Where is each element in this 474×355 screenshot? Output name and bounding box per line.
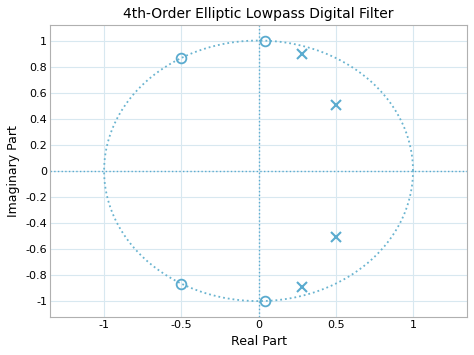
Y-axis label: Imaginary Part: Imaginary Part [7,125,20,217]
X-axis label: Real Part: Real Part [230,335,287,348]
Title: 4th-Order Elliptic Lowpass Digital Filter: 4th-Order Elliptic Lowpass Digital Filte… [123,7,394,21]
